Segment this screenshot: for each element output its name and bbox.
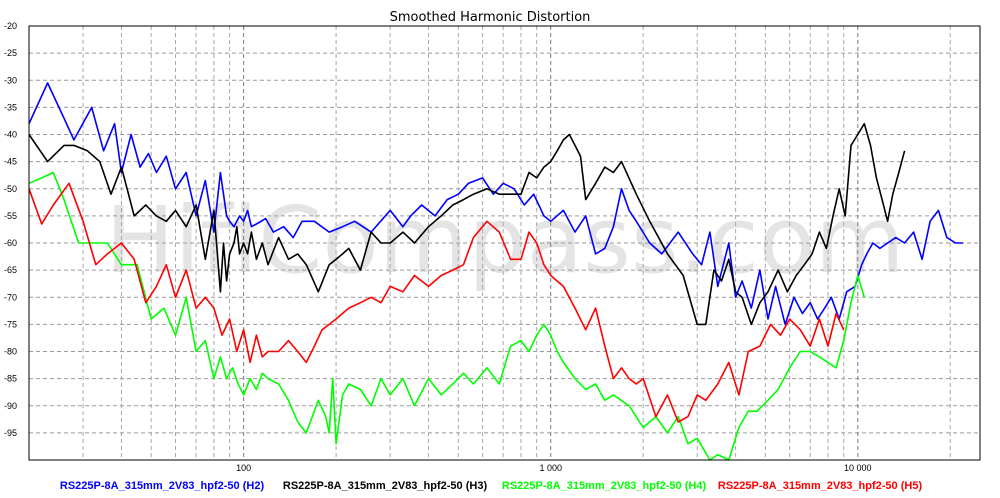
- legend-entry-4: RS225P-8A_315mm_2V83_hpf2-50 (H5): [718, 480, 923, 492]
- y-tick-label: -90: [4, 401, 17, 411]
- legend-entry-3: RS225P-8A_315mm_2V83_hpf2-50 (H4): [502, 480, 707, 492]
- y-tick-label: -35: [4, 102, 17, 112]
- legend-entry-1: RS225P-8A_315mm_2V83_hpf2-50 (H2): [60, 480, 265, 492]
- y-tick-label: -70: [4, 292, 17, 302]
- y-tick-label: -80: [4, 347, 17, 357]
- y-tick-label: -75: [4, 319, 17, 329]
- series-line-1: [28, 82, 963, 326]
- legend: RS225P-8A_315mm_2V83_hpf2-50 (H2) RS225P-…: [60, 480, 923, 492]
- series-lines: [28, 82, 963, 461]
- chart-title: Smoothed Harmonic Distortion: [390, 10, 591, 25]
- y-tick-label: -85: [4, 374, 17, 384]
- y-axis-tick-labels: -20 -25 -30 -35 -40 -45 -50 -55 -60 -65 -70 -75 -80 -…: [4, 21, 17, 438]
- y-tick-label: -65: [4, 265, 17, 275]
- y-tick-label: -30: [4, 75, 17, 85]
- y-tick-label: -55: [4, 211, 17, 221]
- y-tick-label: -45: [4, 157, 17, 167]
- y-tick-label: -25: [4, 48, 17, 58]
- legend-entry-2: RS225P-8A_315mm_2V83_hpf2-50 (H3): [283, 480, 488, 492]
- x-tick-label: 10 000: [844, 463, 872, 473]
- plot-border: [28, 25, 981, 461]
- y-tick-label: -60: [4, 238, 17, 248]
- y-tick-label: -95: [4, 428, 17, 438]
- x-tick-label: 100: [236, 463, 251, 473]
- x-tick-label: 1 000: [539, 463, 562, 473]
- series-line-2: [28, 122, 906, 326]
- series-line-4: [28, 182, 845, 423]
- x-axis-tick-labels: 100 1 000 10 000: [236, 463, 871, 473]
- y-tick-label: -20: [4, 21, 17, 31]
- y-tick-label: -50: [4, 184, 17, 194]
- series-line-3: [28, 171, 866, 461]
- y-tick-label: -40: [4, 130, 17, 140]
